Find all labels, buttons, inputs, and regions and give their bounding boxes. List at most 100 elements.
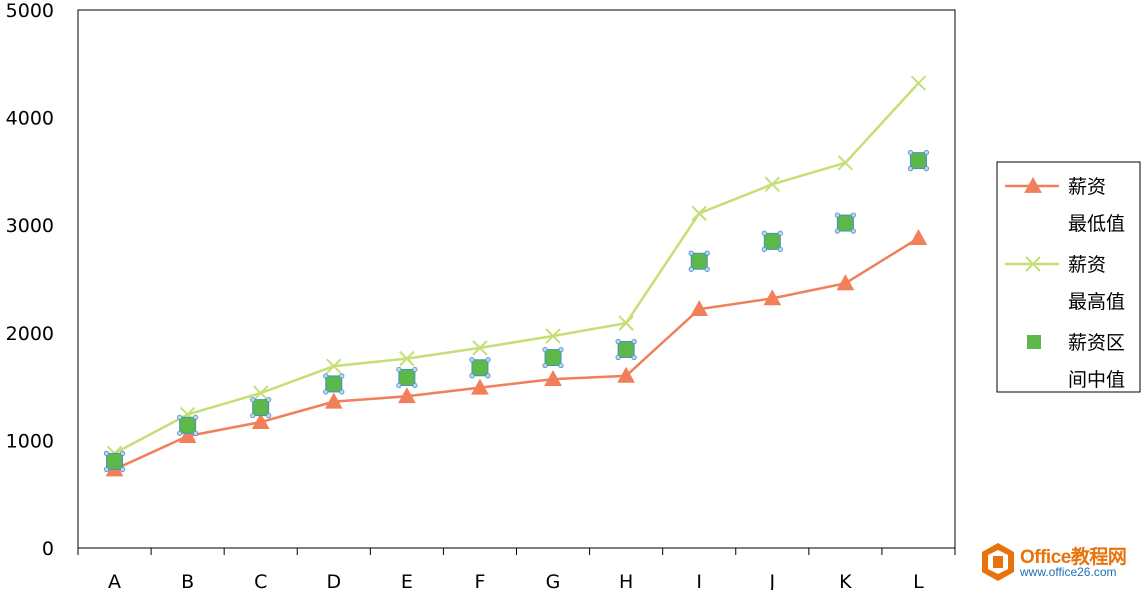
square-marker-body bbox=[398, 368, 416, 386]
data-point bbox=[471, 378, 489, 395]
selection-handle bbox=[177, 414, 183, 420]
x-tick-label: B bbox=[181, 571, 194, 590]
selection-handle bbox=[119, 466, 126, 472]
data-point bbox=[836, 274, 855, 291]
selection-handle bbox=[193, 414, 199, 420]
x-tick-label: L bbox=[913, 571, 924, 590]
office-logo-icon bbox=[982, 543, 1014, 581]
selection-handle bbox=[339, 373, 345, 379]
series-line bbox=[114, 237, 920, 471]
selection-handle bbox=[485, 357, 491, 363]
legend-entry-label: 最高值 bbox=[1068, 291, 1125, 313]
selection-handle bbox=[907, 150, 914, 156]
data-point bbox=[323, 373, 345, 395]
x-tick-label: C bbox=[254, 571, 267, 590]
selection-handle bbox=[412, 382, 418, 389]
x-marker-stroke bbox=[764, 176, 780, 193]
data-point bbox=[399, 350, 415, 367]
data-point bbox=[103, 450, 126, 472]
series-1 bbox=[105, 229, 928, 477]
data-point bbox=[544, 370, 562, 386]
legend-entry-label: 薪资区 bbox=[1068, 332, 1125, 354]
data-point bbox=[178, 427, 197, 443]
square-marker-body bbox=[690, 252, 708, 270]
data-point bbox=[251, 413, 270, 430]
square-marker-body bbox=[617, 340, 635, 358]
selection-handle bbox=[250, 412, 256, 419]
square-marker-body bbox=[106, 452, 124, 470]
square-marker-body bbox=[909, 152, 927, 170]
x-marker-stroke bbox=[399, 350, 415, 367]
legend-border bbox=[996, 161, 1141, 393]
selection-handle bbox=[777, 246, 783, 252]
square-marker-body bbox=[179, 416, 197, 434]
watermark-url: www.office26.com bbox=[1020, 565, 1117, 579]
x-tick-label: I bbox=[696, 571, 702, 590]
data-point bbox=[764, 176, 780, 193]
x-tick-label: E bbox=[401, 571, 413, 590]
legend-marker bbox=[1025, 256, 1041, 272]
x-tick-label: A bbox=[108, 571, 121, 590]
selection-handle bbox=[850, 228, 856, 234]
selection-handle bbox=[323, 389, 329, 395]
data-point bbox=[324, 392, 343, 409]
selection-handle bbox=[761, 246, 767, 252]
legend-marker bbox=[1024, 176, 1042, 193]
data-point bbox=[688, 250, 710, 272]
y-tick-label: 3000 bbox=[6, 215, 54, 237]
selection-handle bbox=[542, 362, 548, 369]
legend-entry-label: 薪资 bbox=[1068, 254, 1106, 276]
y-tick-label: 4000 bbox=[6, 108, 54, 130]
selection-handle bbox=[119, 450, 126, 456]
data-point bbox=[326, 358, 342, 374]
legend-symbol bbox=[1027, 335, 1041, 349]
selection-handle bbox=[834, 212, 840, 218]
data-point bbox=[177, 414, 199, 436]
data-point bbox=[690, 300, 709, 317]
selection-handle bbox=[323, 373, 329, 379]
selection-handle bbox=[704, 266, 710, 272]
data-point bbox=[834, 212, 856, 234]
x-marker-stroke bbox=[910, 75, 927, 91]
data-point bbox=[615, 338, 637, 361]
x-tick-label: F bbox=[474, 571, 485, 590]
data-point bbox=[617, 366, 635, 383]
plot-area-border bbox=[77, 9, 956, 549]
selection-handle bbox=[688, 250, 694, 256]
legend-entry-label: 薪资 bbox=[1068, 176, 1106, 198]
x-marker-stroke bbox=[837, 155, 854, 171]
selection-handle bbox=[396, 366, 402, 373]
square-marker-body bbox=[325, 375, 343, 393]
selection-handle bbox=[615, 354, 621, 361]
selection-handle bbox=[631, 338, 637, 345]
selection-handle bbox=[193, 430, 199, 436]
data-point bbox=[398, 387, 416, 404]
data-point bbox=[910, 75, 927, 91]
selection-handle bbox=[339, 389, 345, 395]
y-tick-label: 2000 bbox=[6, 323, 54, 345]
data-point bbox=[250, 396, 272, 419]
selection-handle bbox=[834, 228, 840, 234]
data-point bbox=[545, 328, 561, 344]
selection-handle bbox=[485, 373, 491, 379]
selection-handle bbox=[923, 150, 930, 156]
x-tick-label: H bbox=[619, 571, 633, 590]
series-layer bbox=[103, 75, 930, 477]
legend-symbol bbox=[1005, 176, 1059, 193]
selection-handle bbox=[266, 412, 272, 419]
series-line bbox=[113, 82, 920, 455]
x-marker-stroke bbox=[691, 205, 707, 222]
data-point bbox=[763, 289, 782, 306]
data-point bbox=[761, 230, 783, 252]
x-marker-stroke bbox=[472, 340, 488, 356]
x-marker-stroke bbox=[1025, 256, 1041, 272]
data-point bbox=[837, 155, 854, 171]
legend-entry-label: 最低值 bbox=[1068, 213, 1125, 235]
x-marker-stroke bbox=[253, 385, 269, 401]
selection-handle bbox=[907, 166, 914, 172]
series-3 bbox=[103, 150, 930, 472]
x-tick-label: K bbox=[839, 571, 852, 590]
series-2 bbox=[106, 75, 927, 462]
